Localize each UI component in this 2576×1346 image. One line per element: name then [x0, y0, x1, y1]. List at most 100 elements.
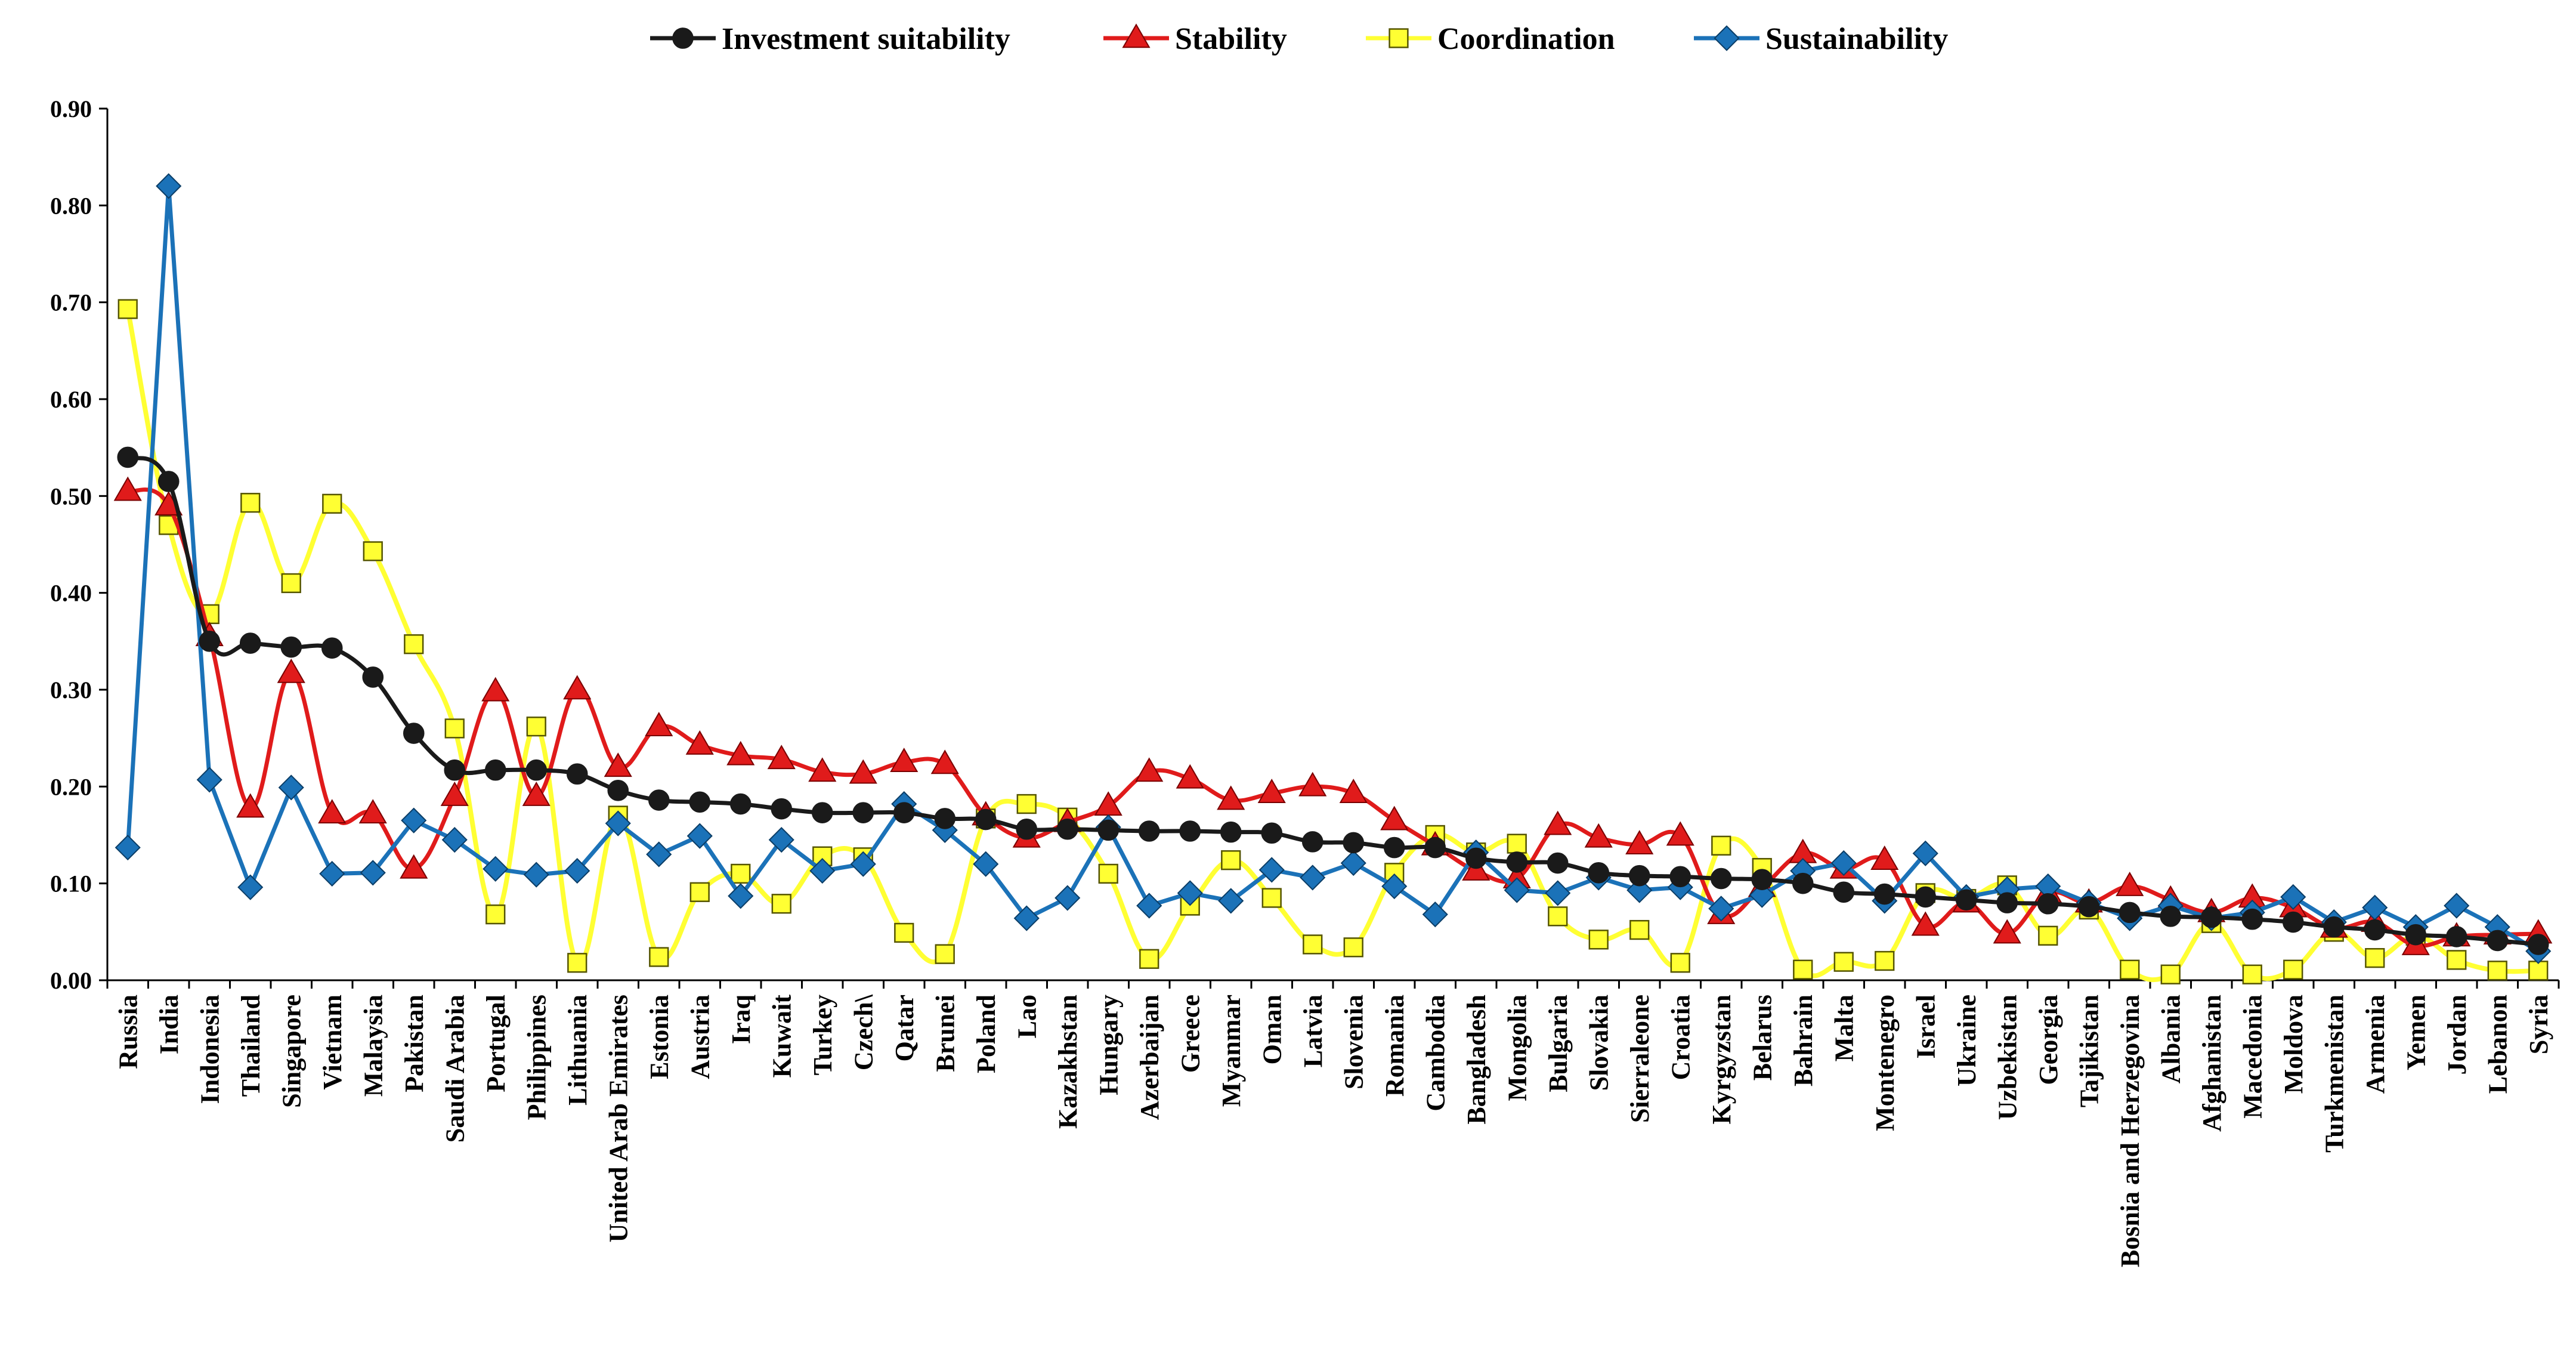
point-investment-suitability-belarus [1751, 869, 1773, 890]
x-tick-label-macedonia: Macedonia [2238, 995, 2267, 1119]
point-investment-suitability-singapore [280, 636, 302, 658]
point-stability-thailand [236, 793, 265, 818]
legend-item-coordination: Coordination [1366, 22, 1615, 56]
x-tick-label-turkey: Turkey [808, 995, 837, 1075]
legend-marker-stability [1122, 23, 1151, 48]
legend-marker-investment-suitability [672, 27, 694, 49]
x-tick-label-slovenia: Slovenia [1339, 995, 1368, 1089]
point-coordination-myanmar [1221, 850, 1241, 870]
point-sustainability-jordan [2444, 893, 2470, 919]
point-stability-turkey [808, 757, 837, 782]
point-stability-saudi-arabia [440, 781, 469, 806]
point-investment-suitability-albania [2160, 906, 2182, 927]
point-coordination-iraq [731, 863, 751, 884]
point-investment-suitability-kuwait [771, 798, 793, 820]
point-investment-suitability-georgia [2037, 893, 2059, 915]
x-tick-label-hungary: Hungary [1094, 995, 1123, 1095]
point-stability-croatia [1666, 821, 1694, 846]
point-stability-montenegro [1870, 845, 1899, 870]
x-tick-label-lithuania: Lithuania [563, 995, 592, 1106]
point-stability-slovakia [1584, 823, 1613, 848]
point-coordination-slovakia [1588, 930, 1609, 950]
x-tick-label-montenegro: Montenegro [1870, 995, 1900, 1131]
x-tick-label-malta: Malta [1829, 995, 1858, 1061]
point-sustainability-lithuania [564, 857, 590, 884]
point-sustainability-austria [686, 823, 713, 849]
point-investment-suitability-lebanon [2487, 930, 2509, 952]
legend-item-investment-suitability: Investment suitability [650, 22, 1010, 56]
x-tick-label-syria: Syria [2524, 995, 2553, 1054]
point-coordination-malta [1833, 952, 1854, 972]
x-tick-label-estonia: Estonia [645, 995, 674, 1079]
x-tick-label-lebanon: Lebanon [2483, 995, 2512, 1094]
x-tick-label-mongolia: Mongolia [1502, 995, 1532, 1101]
point-stability-slovenia [1339, 779, 1368, 803]
point-coordination-azerbaijan [1139, 949, 1159, 969]
point-investment-suitability-myanmar [1220, 821, 1242, 843]
point-sustainability-brunei [932, 817, 958, 843]
legend-label: Investment suitability [722, 22, 1010, 56]
legend-label: Coordination [1437, 22, 1615, 56]
x-tick-label-bulgaria: Bulgaria [1544, 995, 1573, 1092]
point-investment-suitability-bahrain [1792, 872, 1814, 894]
y-tick-label: 0.80 [50, 192, 92, 219]
point-investment-suitability-malaysia [362, 666, 384, 688]
point-sustainability-indonesia [196, 767, 222, 793]
y-tick-label: 0.50 [50, 483, 92, 510]
x-tick-label-cambodia: Cambodia [1421, 995, 1450, 1112]
point-investment-suitability-kyrgyzstan [1710, 868, 1732, 890]
legend-marker-coordination [1388, 28, 1409, 48]
point-stability-greece [1176, 764, 1204, 789]
x-tick-label-brunei: Brunei [930, 995, 960, 1072]
point-investment-suitability-brunei [934, 808, 956, 829]
point-sustainability-kazakhstan [1054, 885, 1081, 911]
point-coordination-bosnia-and-herzegovina [2120, 959, 2140, 980]
point-sustainability-kuwait [768, 827, 794, 853]
point-coordination-lao [1016, 794, 1037, 814]
series-sustainability [115, 173, 2552, 964]
point-stability-bulgaria [1544, 810, 1572, 835]
point-sustainability-estonia [646, 841, 672, 868]
point-coordination-russia [117, 299, 138, 319]
point-investment-suitability-sierraleone [1628, 865, 1650, 887]
x-tick-label-thailand: Thailand [236, 995, 265, 1097]
point-coordination-thailand [240, 493, 261, 513]
point-sustainability-malaysia [360, 860, 386, 886]
point-coordination-bahrain [1793, 959, 1813, 980]
y-tick-label: 0.60 [50, 386, 92, 413]
x-tick-label-turkmenistan: Turkmenistan [2320, 995, 2349, 1153]
x-tick-label-tajikistan: Tajikistan [2074, 995, 2104, 1107]
point-sustainability-slovenia [1340, 850, 1366, 876]
point-sustainability-thailand [237, 874, 264, 900]
point-sustainability-pakistan [401, 807, 427, 833]
x-tick-label-azerbaijan: Azerbaijan [1135, 995, 1164, 1120]
y-tick-label: 0.90 [50, 95, 92, 122]
y-axis: 0.00 0.10 0.20 0.30 0.40 0.50 0.60 0.70 0.80 0.90 [50, 95, 109, 994]
x-tick-label-uzbekistan: Uzbekistan [1993, 995, 2022, 1120]
point-investment-suitability-iraq [729, 793, 752, 815]
x-tick-label-vietnam: Vietnam [318, 995, 347, 1090]
point-sustainability-cambodia [1422, 902, 1448, 928]
x-tick-label-india: India [154, 995, 184, 1054]
point-coordination-brunei [935, 944, 955, 964]
point-investment-suitability-uzbekistan [1996, 892, 2018, 913]
point-investment-suitability-armenia [2364, 919, 2386, 941]
point-sustainability-oman [1258, 857, 1285, 883]
point-sustainability-vietnam [319, 860, 345, 887]
x-tick-label-russia: Russia [113, 995, 143, 1069]
point-stability-iraq [726, 740, 755, 765]
point-investment-suitability-malta [1833, 881, 1855, 903]
point-investment-suitability-syria [2527, 934, 2549, 955]
point-coordination-albania [2160, 964, 2181, 984]
point-stability-lithuania [563, 675, 592, 700]
x-axis: Russia India Indonesia Thailand Singapore Vie… [106, 979, 2560, 1267]
legend-label: Sustainability [1765, 22, 1948, 56]
y-tick-label: 0.40 [50, 580, 92, 607]
x-tick-label-kyrgyzstan: Kyrgyzstan [1707, 995, 1736, 1125]
point-investment-suitability-slovakia [1588, 862, 1610, 884]
point-sustainability-lao [1013, 905, 1040, 931]
x-tick-label-portugal: Portugal [481, 995, 511, 1092]
point-stability-bosnia-and-herzegovina [2116, 871, 2144, 896]
x-tick-label-croatia: Croatia [1666, 995, 1695, 1080]
